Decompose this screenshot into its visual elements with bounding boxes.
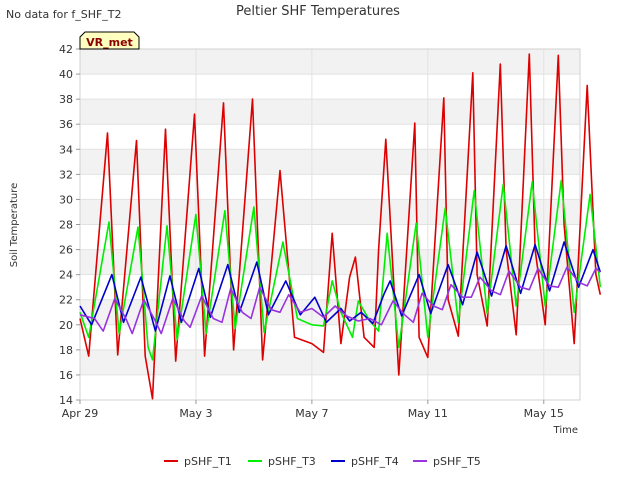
- legend-label-pSHF_T3: pSHF_T3: [268, 455, 316, 468]
- series-line-pSHF_T3: [79, 179, 602, 361]
- site-badge: VR_met: [79, 31, 140, 50]
- y-tick-label: 24: [59, 269, 73, 282]
- x-tick-label: Apr 29: [62, 407, 99, 420]
- y-axis-ticks: 14 16 18 20 22 24 26 28 30 32 34 36 38 40 42: [59, 43, 80, 407]
- y-tick-label: 20: [59, 319, 73, 332]
- y-tick-label: 38: [59, 93, 73, 106]
- x-axis-label: Time: [553, 425, 578, 436]
- y-tick-label: 14: [59, 394, 73, 407]
- y-tick-label: 40: [59, 68, 73, 81]
- y-tick-label: 22: [59, 294, 73, 307]
- x-tick-label: May 11: [408, 407, 448, 420]
- y-tick-label: 26: [59, 244, 73, 257]
- y-tick-label: 28: [59, 219, 73, 232]
- grid-band: [80, 349, 580, 375]
- y-axis-label: Soil Temperature: [9, 183, 20, 268]
- grid-band: [80, 199, 580, 225]
- legend-label-pSHF_T4: pSHF_T4: [351, 455, 399, 468]
- series-line-pSHF_T1: [79, 53, 602, 400]
- x-tick-label: May 15: [524, 407, 564, 420]
- no-data-status: No data for f_SHF_T2: [6, 8, 122, 21]
- grid-band: [80, 149, 580, 175]
- x-tick-label: May 7: [295, 407, 328, 420]
- y-tick-label: 36: [59, 118, 73, 131]
- grid-band: [80, 49, 580, 75]
- y-tick-label: 32: [59, 168, 73, 181]
- grid-band: [80, 99, 580, 125]
- badge-shape: [79, 31, 140, 50]
- legend-label-pSHF_T5: pSHF_T5: [433, 455, 481, 468]
- badge-label: VR_met: [86, 36, 133, 49]
- y-tick-label: 30: [59, 193, 73, 206]
- series-line-pSHF_T5: [79, 266, 601, 335]
- y-tick-label: 34: [59, 143, 73, 156]
- plot-background: [79, 48, 581, 401]
- x-tick-label: May 3: [179, 407, 212, 420]
- y-tick-label: 16: [59, 369, 73, 382]
- chart-title: Peltier SHF Temperatures: [236, 4, 400, 19]
- legend-label-pSHF_T1: pSHF_T1: [184, 455, 232, 468]
- x-axis-ticks: Apr 29 May 3 May 7 May 11 May 15: [62, 400, 564, 420]
- series-line-pSHF_T4: [79, 241, 602, 332]
- series-lines: [79, 53, 602, 400]
- y-tick-label: 18: [59, 344, 73, 357]
- y-tick-label: 42: [59, 43, 73, 56]
- legend: pSHF_T1 pSHF_T3 pSHF_T4 pSHF_T5: [164, 455, 481, 468]
